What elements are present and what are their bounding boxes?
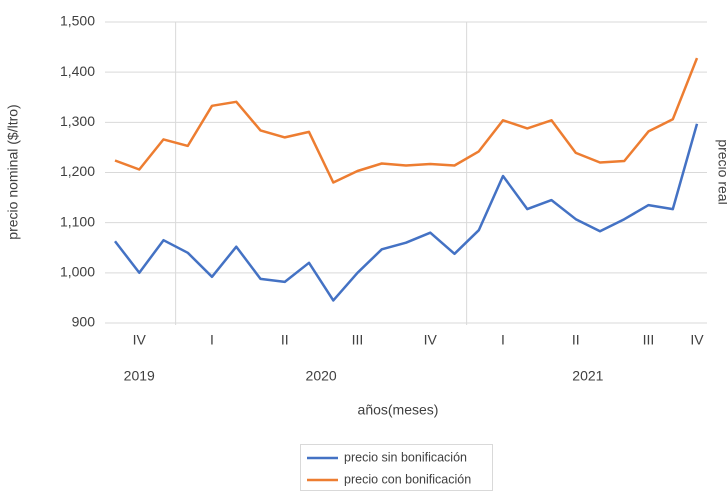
y-axis-title: precio nominal ($/ltro) [5,104,21,239]
x-group-label: 2020 [306,368,337,384]
y-tick-label: 900 [72,314,96,330]
y-tick-label: 1,300 [60,113,95,129]
series-line [114,57,699,184]
legend-label: precio sin bonificación [344,450,467,464]
y-tick-label: 1,400 [60,63,95,79]
y2-axis-title: precio real [715,139,727,204]
x-tick-label: IV [133,332,147,348]
x-group-label: 2021 [572,368,603,384]
legend-label: precio con bonificación [344,472,471,486]
x-tick-label: II [281,332,289,348]
x-tick-label: IV [424,332,438,348]
x-tick-label: III [352,332,364,348]
x-tick-label: IV [690,332,704,348]
x-tick-label: I [210,332,214,348]
x-tick-label: III [643,332,655,348]
x-tick-label: II [572,332,580,348]
y-tick-label: 1,200 [60,163,95,179]
x-axis-title: años(meses) [358,402,439,418]
x-tick-label: I [501,332,505,348]
y-tick-label: 1,100 [60,213,95,229]
y-tick-label: 1,000 [60,264,95,280]
series-line [114,123,699,302]
x-group-label: 2019 [124,368,155,384]
y-tick-label: 1,500 [60,13,95,29]
